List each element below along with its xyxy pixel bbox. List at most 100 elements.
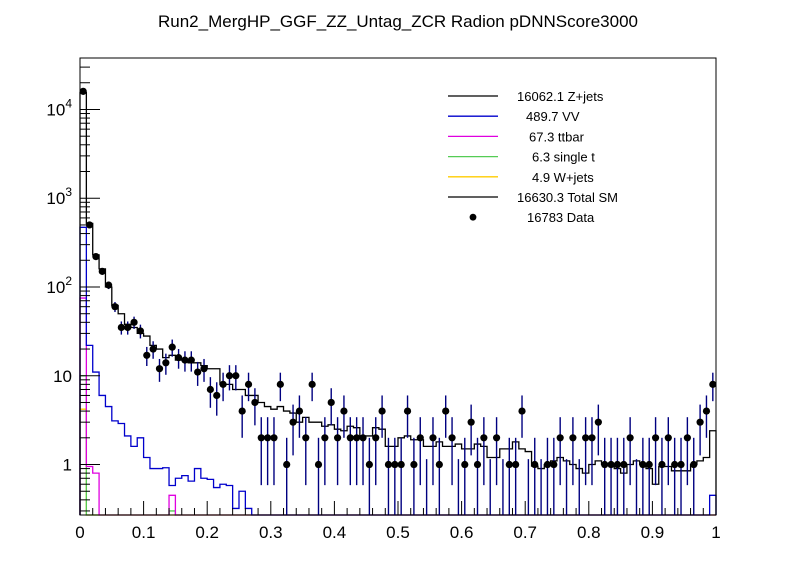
chart-title: Run2_MergHP_GGF_ZZ_Untag_ZCR Radion pDNN…: [158, 12, 638, 31]
plot-area: [79, 87, 717, 516]
data-point: [677, 460, 685, 469]
data-point: [130, 318, 138, 326]
data-point: [569, 434, 577, 442]
data-point: [264, 434, 272, 442]
x-tick-label: 0.2: [195, 523, 219, 542]
data-point: [620, 460, 628, 469]
axes: 0 0.1 0.2 0.3 0.4 0.5 0.6 0.7 0.8 0.9 1 104 103 102 10…: [46, 66, 721, 542]
x-tick-label: 0: [75, 523, 84, 542]
x-tick-label: 0.6: [450, 523, 474, 542]
hist-total-sm: [79, 91, 717, 515]
data-point: [162, 359, 170, 367]
data-point: [594, 418, 602, 426]
data-point: [302, 434, 310, 442]
data-point: [588, 434, 596, 442]
data-point: [225, 372, 234, 380]
data-point: [353, 434, 361, 442]
data-point: [607, 460, 615, 469]
data-point: [671, 460, 679, 469]
data-point: [244, 380, 253, 388]
x-tick-label: 0.5: [386, 523, 410, 542]
data-point: [92, 252, 100, 261]
legend-marker-data: [469, 213, 477, 221]
data-point: [270, 434, 278, 442]
x-tick-label: 0.4: [323, 523, 347, 542]
y-tick-label: 1: [63, 456, 72, 475]
x-tick-label: 0.8: [577, 523, 601, 542]
data-point: [194, 368, 202, 376]
legend-label: 16062.1 Z+jets: [517, 89, 604, 104]
y-tick-label: 102: [46, 274, 72, 297]
data-point: [709, 380, 717, 388]
data-point: [683, 434, 691, 442]
x-tick-label: 0.7: [513, 523, 537, 542]
data-point: [200, 365, 208, 373]
data-point: [219, 380, 227, 388]
legend-label: 16783 Data: [527, 210, 595, 225]
data-point: [480, 434, 488, 442]
data-point: [213, 391, 221, 400]
data-point: [168, 343, 176, 351]
x-tick-label: 0.3: [259, 523, 283, 542]
data-point: [384, 460, 393, 469]
data-point: [308, 380, 316, 388]
legend-label: 489.7 VV: [526, 109, 580, 124]
data-point: [238, 407, 246, 415]
data-point: [492, 434, 501, 442]
x-tick-label: 0.1: [132, 523, 156, 542]
legend-label: 16630.3 Total SM: [517, 190, 618, 205]
data-point: [467, 418, 475, 426]
x-tick-label: 0.9: [641, 523, 665, 542]
data-point: [416, 434, 424, 442]
data-point: [518, 407, 526, 415]
data-point: [327, 398, 335, 407]
data-point: [346, 434, 354, 442]
data-point: [378, 407, 386, 415]
data-point: [98, 267, 106, 275]
x-tick-label: 1: [711, 523, 720, 542]
data-point: [512, 460, 520, 469]
legend: 16062.1 Z+jets 489.7 VV 67.3 ttbar 6.3 sing…: [448, 89, 618, 225]
data-point: [117, 323, 125, 332]
data-point: [702, 407, 711, 415]
data-point: [651, 434, 660, 442]
data-point: [155, 365, 164, 373]
data-point: [111, 303, 119, 311]
data-point: [505, 460, 513, 469]
data-point: [206, 385, 214, 394]
data-point: [448, 434, 456, 442]
data-point: [359, 434, 367, 442]
data-point: [582, 434, 590, 442]
y-tick-label: 103: [46, 185, 72, 208]
data-point: [531, 460, 539, 469]
data-point: [429, 434, 437, 442]
data-point: [295, 407, 304, 415]
data-point: [79, 87, 87, 95]
data-point: [435, 460, 443, 469]
data-point: [124, 323, 132, 332]
data-point: [645, 460, 653, 469]
data-point: [257, 434, 265, 442]
data-point: [333, 434, 342, 442]
data-point: [473, 460, 482, 469]
data-point: [143, 351, 151, 359]
data-point: [251, 398, 259, 407]
data-point: [626, 434, 634, 442]
data-point: [556, 434, 564, 442]
data-point: [340, 407, 348, 415]
data-point: [403, 407, 412, 415]
data-point: [543, 460, 552, 469]
data-point: [601, 460, 609, 469]
data-point: [314, 460, 323, 469]
legend-label: 4.9 W+jets: [532, 170, 594, 185]
data-point: [174, 354, 183, 362]
data-point: [461, 460, 469, 469]
legend-label: 6.3 single t: [532, 150, 595, 165]
data-point: [658, 460, 666, 469]
y-tick-label: 10: [53, 367, 72, 386]
data-point: [232, 372, 240, 380]
legend-label: 67.3 ttbar: [529, 129, 585, 144]
data-point: [664, 434, 672, 442]
data-point: [105, 281, 113, 289]
